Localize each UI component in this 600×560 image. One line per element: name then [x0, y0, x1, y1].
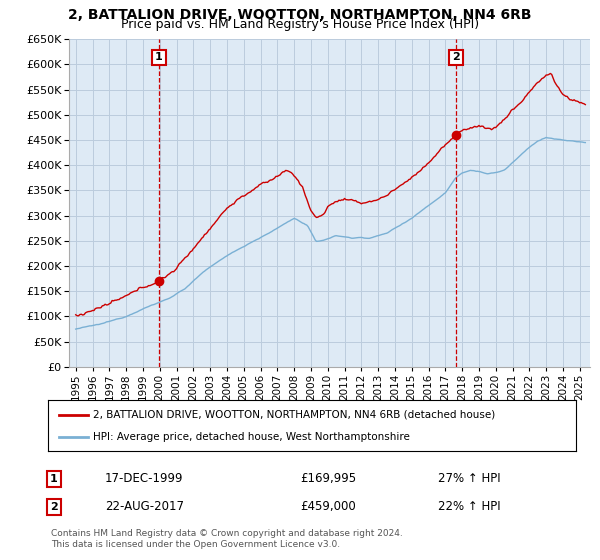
Text: 1: 1 — [50, 474, 58, 484]
Text: Price paid vs. HM Land Registry's House Price Index (HPI): Price paid vs. HM Land Registry's House … — [121, 18, 479, 31]
Text: 2: 2 — [452, 52, 460, 62]
Text: £459,000: £459,000 — [300, 500, 356, 514]
Text: Contains HM Land Registry data © Crown copyright and database right 2024.
This d: Contains HM Land Registry data © Crown c… — [51, 529, 403, 549]
Text: £169,995: £169,995 — [300, 472, 356, 486]
Text: HPI: Average price, detached house, West Northamptonshire: HPI: Average price, detached house, West… — [93, 432, 410, 442]
Text: 1: 1 — [155, 52, 163, 62]
Text: 22-AUG-2017: 22-AUG-2017 — [105, 500, 184, 514]
Text: 2, BATTALION DRIVE, WOOTTON, NORTHAMPTON, NN4 6RB (detached house): 2, BATTALION DRIVE, WOOTTON, NORTHAMPTON… — [93, 409, 495, 419]
Text: 17-DEC-1999: 17-DEC-1999 — [105, 472, 184, 486]
Text: 22% ↑ HPI: 22% ↑ HPI — [438, 500, 500, 514]
Text: 2: 2 — [50, 502, 58, 512]
Text: 2, BATTALION DRIVE, WOOTTON, NORTHAMPTON, NN4 6RB: 2, BATTALION DRIVE, WOOTTON, NORTHAMPTON… — [68, 8, 532, 22]
Text: 27% ↑ HPI: 27% ↑ HPI — [438, 472, 500, 486]
